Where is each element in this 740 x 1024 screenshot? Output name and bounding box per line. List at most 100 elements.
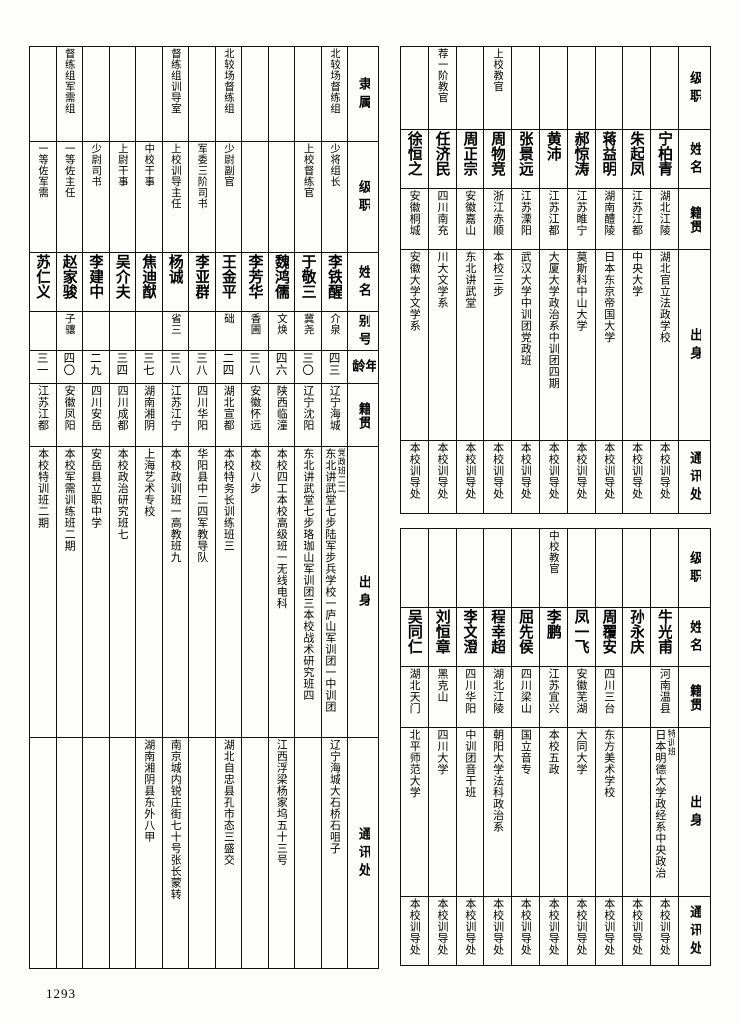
table-row-rank: 中校教官 级职: [400, 528, 712, 608]
cell-native_place: 湖南湘阴: [135, 383, 163, 447]
cell-text: 中训团音干班: [464, 729, 476, 798]
cell-native_place: 黑克山: [427, 666, 457, 728]
row-label-text: 姓名: [687, 619, 702, 656]
cell-name: 魏鸿儒: [267, 252, 296, 312]
cell-contact: 本校训导处: [455, 896, 485, 966]
cell-origin: 华阳县中二四军教导队: [188, 446, 216, 738]
cell-rank: [455, 46, 485, 130]
cell-text: 本校特务长训练班三: [222, 448, 235, 552]
cell-contact: [188, 737, 216, 969]
cell-affiliation: 督练组军需组: [55, 46, 84, 142]
cell-age: 二四: [214, 350, 243, 384]
cell-rank: 一等佐主任: [55, 141, 84, 253]
cell-text: 本校八步: [249, 448, 261, 494]
cell-text: 武汉大学中训团党政班: [519, 251, 532, 366]
cell-age: 三八: [241, 350, 269, 384]
cell-native_place: 河南温县: [650, 666, 679, 728]
cell-text: 本校训导处: [658, 898, 671, 956]
cell-text: 湖北自忠县孔市态三盛交: [222, 739, 235, 866]
cell-text: 四川南充: [436, 190, 448, 236]
cell-contact: 本校训导处: [566, 440, 596, 514]
cell-name: 郝惊涛: [566, 129, 596, 189]
cell-text: 少将组长: [329, 143, 341, 187]
cell-origin: 本校八步: [241, 446, 269, 738]
cell-text: 吴介夫: [114, 254, 130, 299]
cell-rank: [267, 141, 296, 253]
cell-name: 赵家骏: [55, 252, 84, 312]
cell-text: 牛光甫: [657, 609, 673, 654]
cell-origin: 北平师范大学: [400, 727, 429, 897]
cell-text: 江苏溧阳: [519, 190, 532, 236]
cell-text: 辽宁海城: [328, 385, 341, 431]
cell-rank: [594, 46, 624, 130]
table-row-origin: 安徽大学文学系 川大文学系 东北讲武堂 本校三步 武汉大学中训团党政班 大厦大学政治系中训…: [400, 249, 712, 441]
cell-text: 安徽嘉山: [464, 190, 476, 236]
cell-text: 江苏江都: [36, 385, 49, 431]
cell-text: 华阳县中二四军教导队: [196, 448, 208, 563]
cell-origin: 本校政治研究班七: [108, 446, 137, 738]
cell-text: 宁柏青: [657, 131, 673, 176]
table-row-native_place: 安徽桐城 四川南充 安徽嘉山 浙江赤顺 江苏溧阳 江苏江都 江苏睢宁 湖南醴陵 江苏江都 湖北江陵…: [400, 188, 712, 250]
cell-native_place: 湖北江陵: [483, 666, 513, 728]
cell-name: 周物竞: [483, 129, 513, 189]
cell-origin: 四川大学: [427, 727, 457, 897]
cell-text: 少尉司书: [90, 143, 102, 187]
cell-text: 江苏江宁: [169, 385, 182, 431]
cell-origin: 武汉大学中训团党政班: [511, 249, 540, 441]
cell-text: 南京城内锐庄街七十号张长蒙转: [169, 739, 182, 900]
cell-contact: 本校训导处: [594, 896, 624, 966]
row-label-rank: 级职: [677, 528, 712, 608]
row-label-affiliation: 隶属: [347, 46, 379, 142]
cell-native_place: 江苏江都: [622, 188, 652, 250]
table-row-origin: 北平师范大学 四川大学 中训团音干班 朝阳大学法科政治系 国立音专 本校五政 大同大学 东方美…: [400, 727, 712, 897]
row-label-text: 年龄: [349, 358, 377, 377]
cell-rank: 中校干事: [135, 141, 163, 253]
cell-origin: 国立音专: [511, 727, 540, 897]
cell-origin: 东方美术学校: [594, 727, 624, 897]
cell-native_place: 辽宁沈阳: [294, 383, 322, 447]
cell-rank: [427, 528, 457, 608]
cell-text: 焦迪猷: [141, 254, 157, 299]
cell-contact: 本校训导处: [650, 896, 679, 966]
cell-contact: [294, 737, 322, 969]
row-label-text: 隶属: [356, 76, 370, 113]
cell-text: 三〇: [302, 352, 315, 376]
cell-name: 焦迪猷: [135, 252, 163, 312]
cell-text: 本校训导处: [547, 442, 560, 500]
cell-origin: 大厦大学政治系中训团四期: [538, 249, 568, 441]
cell-text: 上校教官: [492, 48, 504, 92]
row-label-text: 籍贯: [356, 401, 370, 430]
cell-age: 三八: [161, 350, 190, 384]
cell-text: 冀尧: [302, 313, 314, 335]
cell-text: 安徽凤阳: [63, 385, 76, 431]
cell-name: 杨诚: [161, 252, 190, 312]
row-label-origin: 出身: [677, 249, 712, 441]
cell-text: 四〇: [63, 352, 76, 376]
cell-text: 江苏睢宁: [575, 190, 587, 236]
table-row-origin: 本校特训班二期 本校军需训练班二期 安岳县立职中学 本校政治研究班七 上海艺术专校 本校政…: [29, 446, 379, 738]
cell-rank: 上校训导主任: [161, 141, 190, 253]
cell-origin: 日本东京帝国大学: [594, 249, 624, 441]
cell-text: 中校干事: [143, 143, 155, 187]
cell-contact: 本校训导处: [511, 440, 540, 514]
row-label-text: 出身: [687, 327, 702, 364]
cell-text: 四川大学: [436, 729, 449, 775]
cell-native_place: 安徽怀远: [241, 383, 269, 447]
cell-text: 本校训导处: [408, 898, 421, 956]
cell-origin: 本校军需训练班二期: [55, 446, 84, 738]
cell-contact: [241, 737, 269, 969]
cell-text: 本校训导处: [491, 442, 504, 500]
cell-name: 孙永庆: [622, 607, 652, 667]
cell-native_place: 安徽凤阳: [55, 383, 84, 447]
cell-name: 吴介夫: [108, 252, 137, 312]
cell-rank: [622, 46, 652, 130]
cell-name: 刘恒章: [427, 607, 457, 667]
cell-affiliation: [108, 46, 137, 142]
cell-native_place: 四川梁山: [511, 666, 540, 728]
cell-age: 三〇: [294, 350, 322, 384]
row-label-text: 级职: [356, 179, 370, 216]
cell-rank: 少尉副官: [214, 141, 243, 253]
cell-text: 江西浮梁杨家坞五十三号: [275, 739, 288, 866]
cell-text: 苏仁义: [35, 254, 51, 299]
cell-text: 徐恒之: [406, 131, 422, 176]
